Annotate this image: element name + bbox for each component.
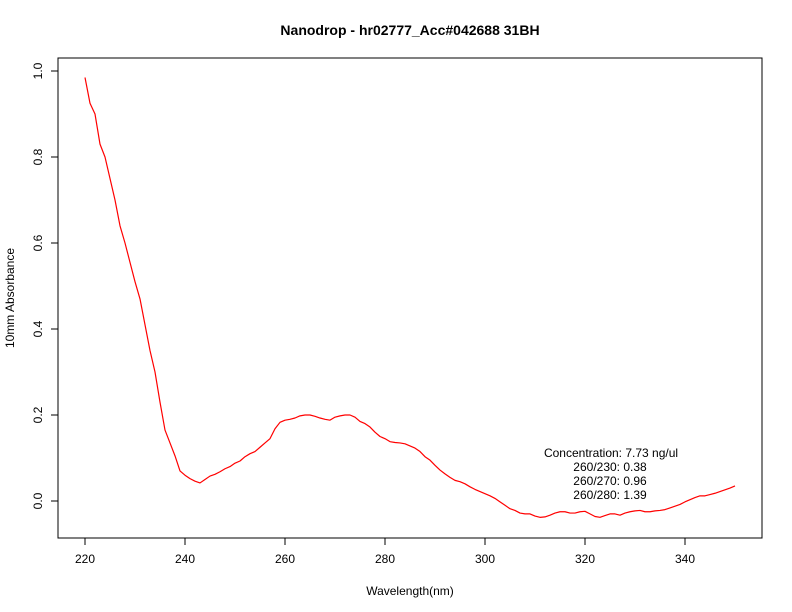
annotation-line: 260/280: 1.39 bbox=[573, 488, 647, 502]
plot-frame bbox=[57, 57, 763, 539]
x-tick-label: 260 bbox=[275, 552, 295, 566]
y-axis-label: 10mm Absorbance bbox=[3, 248, 17, 348]
y-tick-label: 0.6 bbox=[31, 234, 45, 251]
x-tick-label: 340 bbox=[675, 552, 695, 566]
y-tick-label: 0.2 bbox=[31, 406, 45, 423]
y-tick-label: 0.8 bbox=[31, 148, 45, 165]
chart-title: Nanodrop - hr02777_Acc#042688 31BH bbox=[280, 22, 539, 38]
x-tick-label: 320 bbox=[575, 552, 595, 566]
y-axis: 0.0 0.2 0.4 0.6 0.8 1.0 bbox=[31, 62, 59, 509]
annotation-line: 260/270: 0.96 bbox=[573, 474, 647, 488]
annotation-line: Concentration: 7.73 ng/ul bbox=[544, 446, 678, 460]
x-axis: 220 240 260 280 300 320 340 bbox=[75, 537, 695, 566]
x-tick-label: 240 bbox=[175, 552, 195, 566]
series-layer bbox=[84, 77, 736, 518]
y-tick-label: 0.0 bbox=[31, 492, 45, 509]
x-tick-label: 220 bbox=[75, 552, 95, 566]
y-tick-label: 0.4 bbox=[31, 320, 45, 337]
x-tick-label: 280 bbox=[375, 552, 395, 566]
x-tick-label: 300 bbox=[475, 552, 495, 566]
series-line bbox=[84, 77, 736, 518]
y-tick-label: 1.0 bbox=[31, 62, 45, 79]
annotation-line: 260/230: 0.38 bbox=[573, 460, 647, 474]
x-axis-label: Wavelength(nm) bbox=[366, 584, 454, 598]
